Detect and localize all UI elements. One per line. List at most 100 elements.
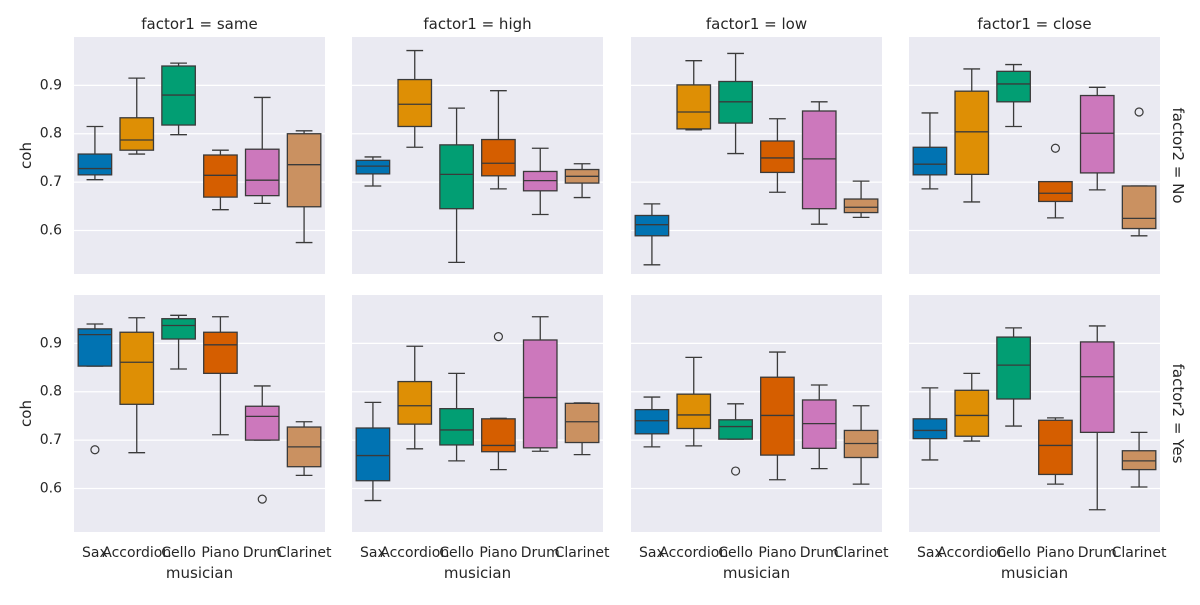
x-tick-label: Drum (1078, 545, 1117, 561)
box-accordion (676, 393, 712, 430)
x-tick-label: Sax (360, 545, 386, 561)
panel-background (909, 295, 1160, 532)
row-title: factor2 = Yes (1169, 364, 1187, 464)
panel-background (909, 37, 1160, 274)
box-accordion (119, 331, 155, 405)
box-clarinet (564, 402, 600, 444)
box-sax (634, 408, 670, 435)
x-tick-label: Cello (996, 545, 1031, 561)
box-drum (522, 339, 558, 449)
y-tick-label: 0.9 (40, 77, 62, 93)
box-accordion (119, 117, 155, 151)
box-clarinet (1121, 185, 1157, 230)
col-title: factor1 = close (977, 15, 1091, 33)
box-piano (1038, 419, 1073, 476)
outlier-point (1134, 107, 1144, 117)
box-piano (481, 138, 516, 177)
box-piano (203, 331, 238, 375)
x-tick-label: Cello (161, 545, 196, 561)
box-accordion (954, 389, 990, 437)
outlier-point (90, 445, 100, 455)
x-tick-label: Clarinet (277, 545, 332, 561)
col-title: factor1 = low (706, 15, 807, 33)
box-sax (912, 418, 948, 440)
y-tick-label: 0.6 (40, 480, 62, 496)
box-drum (801, 110, 837, 210)
x-axis-label: musician (444, 564, 511, 582)
x-axis-label: musician (723, 564, 790, 582)
y-tick-label: 0.7 (40, 174, 62, 190)
y-tick-label: 0.6 (40, 222, 62, 238)
box-piano (760, 140, 795, 174)
box-accordion (954, 90, 990, 176)
outlier-point (730, 466, 741, 476)
box-clarinet (286, 133, 322, 208)
x-axis-label: musician (1001, 564, 1068, 582)
box-sax (634, 214, 670, 237)
x-tick-label: Piano (758, 545, 796, 561)
row-title: factor2 = No (1169, 108, 1187, 204)
x-tick-label: Piano (1036, 545, 1074, 561)
box-clarinet (1121, 450, 1157, 471)
outlier-point (493, 331, 504, 342)
y-tick-label: 0.8 (40, 126, 62, 142)
box-sax (355, 427, 391, 482)
box-sax (77, 153, 113, 176)
x-tick-label: Piano (479, 545, 517, 561)
x-tick-label: Accordion (659, 545, 728, 561)
box-piano (1038, 180, 1073, 203)
panel-background (74, 37, 325, 274)
box-cello (161, 318, 196, 340)
y-tick-label: 0.9 (40, 335, 62, 351)
box-accordion (676, 84, 712, 130)
box-drum (1079, 341, 1115, 434)
box-cello (439, 408, 474, 446)
x-tick-label: Clarinet (1112, 545, 1167, 561)
box-cello (996, 336, 1031, 400)
x-tick-label: Clarinet (834, 545, 889, 561)
box-sax (912, 146, 948, 176)
box-sax (355, 159, 391, 175)
box-piano (760, 376, 795, 456)
panel-background (352, 295, 603, 532)
panel-background (74, 295, 325, 532)
panel-background (631, 295, 882, 532)
col-title: factor1 = high (423, 15, 531, 33)
box-cello (996, 70, 1031, 103)
box-drum (1079, 94, 1115, 174)
x-tick-label: Drum (243, 545, 282, 561)
col-title: factor1 = same (141, 15, 257, 33)
x-tick-label: Clarinet (555, 545, 610, 561)
box-piano (203, 154, 238, 198)
x-tick-label: Drum (521, 545, 560, 561)
panel-background (352, 37, 603, 274)
panel-background (631, 37, 882, 274)
x-tick-label: Sax (82, 545, 108, 561)
x-tick-label: Sax (917, 545, 943, 561)
x-axis-label: musician (166, 564, 233, 582)
box-accordion (397, 380, 433, 425)
box-drum (244, 405, 280, 441)
y-tick-label: 0.8 (40, 384, 62, 400)
box-cello (439, 144, 474, 210)
x-tick-label: Accordion (937, 545, 1006, 561)
x-tick-label: Cello (439, 545, 474, 561)
x-tick-label: Sax (639, 545, 665, 561)
y-axis-label: coh (17, 142, 35, 169)
y-tick-label: 0.7 (40, 432, 62, 448)
outlier-point (1050, 143, 1061, 153)
box-accordion (397, 78, 433, 128)
box-clarinet (843, 198, 879, 214)
x-tick-label: Cello (718, 545, 753, 561)
x-tick-label: Drum (800, 545, 839, 561)
x-tick-label: Accordion (102, 545, 171, 561)
outlier-point (257, 494, 267, 504)
box-drum (244, 148, 280, 197)
x-tick-label: Piano (201, 545, 239, 561)
y-axis-label: coh (17, 400, 35, 427)
box-piano (481, 418, 516, 453)
x-tick-label: Accordion (380, 545, 449, 561)
box-cello (718, 419, 753, 440)
